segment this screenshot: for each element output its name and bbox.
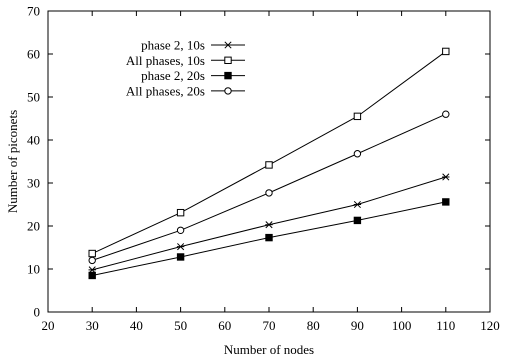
y-tick-label: 10 (27, 262, 40, 277)
series-4 (88, 110, 450, 265)
data-point (353, 216, 362, 225)
y-tick-label: 20 (27, 219, 40, 234)
legend-marker (224, 41, 232, 49)
series-2 (88, 47, 450, 258)
series-1 (88, 173, 450, 274)
data-point (265, 161, 273, 169)
x-tick-label: 30 (86, 318, 99, 333)
x-axis-ticks: 20 30 40 50 60 70 80 90 100 110 120 (42, 11, 500, 333)
x-tick-label: 120 (480, 318, 500, 333)
y-tick-label: 60 (27, 47, 40, 62)
legend-label: All phases, 10s (126, 53, 205, 68)
x-tick-label: 40 (130, 318, 143, 333)
x-axis-title: Number of nodes (224, 342, 314, 357)
data-point (442, 173, 450, 181)
x-tick-label: 80 (307, 318, 320, 333)
x-tick-label: 20 (42, 318, 55, 333)
data-point (88, 256, 96, 265)
data-point (176, 243, 185, 251)
legend-marker (224, 71, 232, 80)
series-layer (88, 47, 450, 280)
data-point (442, 47, 450, 56)
x-tick-label: 90 (351, 318, 364, 333)
data-point (88, 249, 96, 258)
x-tick-label: 50 (174, 318, 187, 333)
x-tick-label: 110 (436, 318, 455, 333)
data-point (353, 112, 362, 121)
legend-entry: All phases, 20s (126, 83, 245, 98)
y-tick-label: 40 (27, 133, 40, 148)
legend-label: phase 2, 20s (141, 68, 205, 83)
data-point (265, 221, 273, 229)
legend-entry: phase 2, 20s (141, 68, 245, 83)
data-point (265, 189, 273, 197)
y-tick-label: 50 (27, 90, 40, 105)
y-axis-ticks: 0 10 20 30 40 50 60 70 (27, 4, 490, 320)
x-tick-label: 100 (392, 318, 412, 333)
data-point (442, 110, 450, 118)
data-point (353, 150, 362, 158)
data-point (353, 200, 362, 209)
y-tick-label: 70 (27, 4, 40, 19)
y-tick-label: 0 (34, 305, 41, 320)
legend-marker (224, 87, 232, 95)
legend-label: All phases, 20s (126, 83, 205, 98)
data-point (176, 226, 185, 235)
data-point (265, 233, 273, 242)
data-point (88, 271, 96, 280)
data-point (176, 208, 185, 217)
legend-entry: All phases, 10s (126, 53, 245, 68)
data-point (442, 198, 450, 206)
data-point (176, 253, 185, 261)
legend-marker (224, 56, 232, 64)
legend-entry: phase 2, 10s (141, 38, 245, 53)
y-tick-label: 30 (27, 176, 40, 191)
x-tick-label: 60 (218, 318, 231, 333)
series-3 (88, 198, 450, 280)
x-tick-label: 70 (263, 318, 276, 333)
y-axis-title: Number of piconets (5, 110, 20, 213)
legend-label: phase 2, 10s (141, 38, 205, 53)
